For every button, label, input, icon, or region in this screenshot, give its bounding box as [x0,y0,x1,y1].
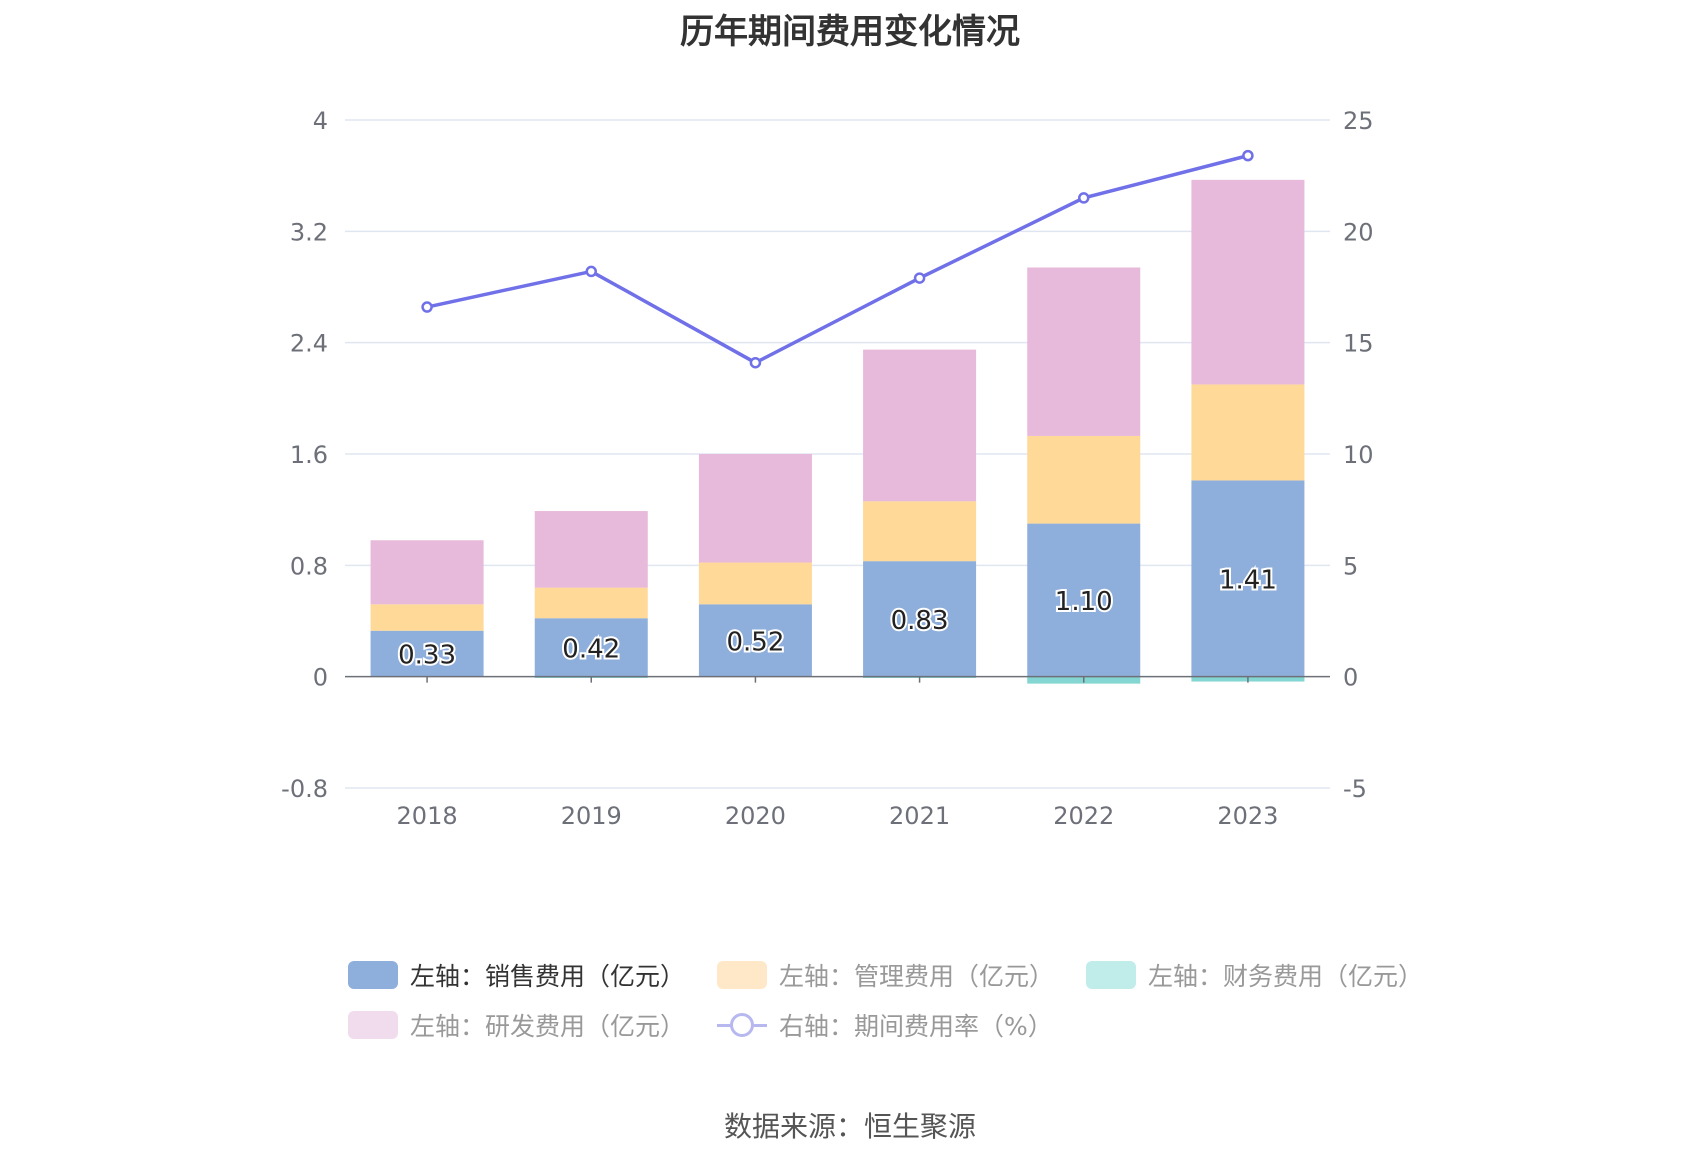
left-tick-label: 3.2 [290,218,328,246]
bar-rnd [698,454,812,563]
data-label-sales: 0.33 [398,641,456,671]
right-tick-label: 10 [1343,441,1374,469]
bar-sales [863,561,977,677]
legend-label-admin: 左轴：管理费用（亿元） [779,962,1055,991]
left-tick-label: 0.8 [290,552,328,580]
right-tick-label: 5 [1343,552,1358,580]
legend-swatch-rnd [348,1011,398,1039]
bar-rnd [1191,179,1305,385]
legend-label-rnd: 左轴：研发费用（亿元） [410,1012,686,1041]
bar-sales [370,630,484,677]
right-tick-label: 15 [1343,330,1374,358]
data-source: 数据来源：恒生聚源 [723,1110,976,1143]
legend-swatch-admin [717,961,768,989]
data-label-sales: 0.42 [562,634,620,664]
bar-sales [534,618,648,677]
x-tick-label: 2021 [889,802,950,830]
legend-swatch-sales [348,961,398,989]
point-rate [913,272,926,284]
point-rate [1078,192,1090,204]
right-tick-label: -5 [1343,775,1367,803]
bar-admin [370,604,484,631]
bar-admin [534,587,648,619]
legend-label-rate: 右轴：期间费用率（%） [779,1012,1053,1041]
chart-title: 历年期间费用变化情况 [680,12,1020,52]
legend-item-rate[interactable]: 右轴：期间费用率（%） [717,1007,1053,1043]
right-tick-label: 0 [1343,664,1358,692]
point-rate [749,356,762,369]
bar-admin [1191,384,1305,481]
data-label-sales: 0.83 [891,606,949,636]
point-rate [585,265,597,278]
legend-label-sales: 左轴：销售费用（亿元） [410,962,686,991]
data-label-sales: 0.52 [726,627,784,657]
x-tick-label: 2019 [561,802,622,830]
legend-item-finance[interactable]: 左轴：财务费用（亿元） [1086,957,1423,993]
bar-rnd [370,540,484,605]
legend-item-admin[interactable]: 左轴：管理费用（亿元） [717,957,1054,993]
bar-rnd [1027,267,1141,436]
x-tick-label: 2023 [1217,802,1278,830]
x-tick-label: 2018 [397,802,458,830]
legend-item-rnd[interactable]: 左轴：研发费用（亿元） [348,1007,685,1043]
bar-admin [698,562,812,605]
bar-sales [1027,523,1141,677]
legend-item-sales[interactable]: 左轴：销售费用（亿元） [348,957,685,993]
legend-swatch-finance [1086,961,1137,989]
bar-rnd [534,511,648,588]
bar-rnd [863,349,977,502]
right-tick-label: 25 [1343,107,1374,135]
legend-swatch-rate [717,1011,768,1039]
point-rate [421,301,433,313]
chart-canvas: 4 25 3.2 20 2.4 15 1.6 10 0.8 5 0 0 -0.8 -5 0.33 2018 0.… [281,107,1374,830]
line-rate [426,153,1249,365]
left-tick-label: 2.4 [290,330,328,358]
bar-sales [1191,480,1305,677]
bar-sales [698,604,812,677]
bar-admin [863,501,977,562]
left-tick-label: 1.6 [290,441,328,469]
x-tick-label: 2022 [1053,802,1114,830]
left-tick-label: 4 [313,107,328,135]
legend-label-finance: 左轴：财务费用（亿元） [1148,962,1424,991]
left-tick-label: 0 [313,664,328,692]
data-label-sales: 1.10 [1055,587,1113,617]
left-tick-label: -0.8 [281,775,328,803]
bar-admin [1027,435,1141,524]
x-tick-label: 2020 [725,802,786,830]
point-rate [1242,149,1254,162]
data-label-sales: 1.41 [1219,566,1277,596]
right-tick-label: 20 [1343,218,1374,246]
legend: 左轴：销售费用（亿元） 左轴：管理费用（亿元） 左轴：财务费用（亿元） 左轴：研… [348,950,1448,1050]
